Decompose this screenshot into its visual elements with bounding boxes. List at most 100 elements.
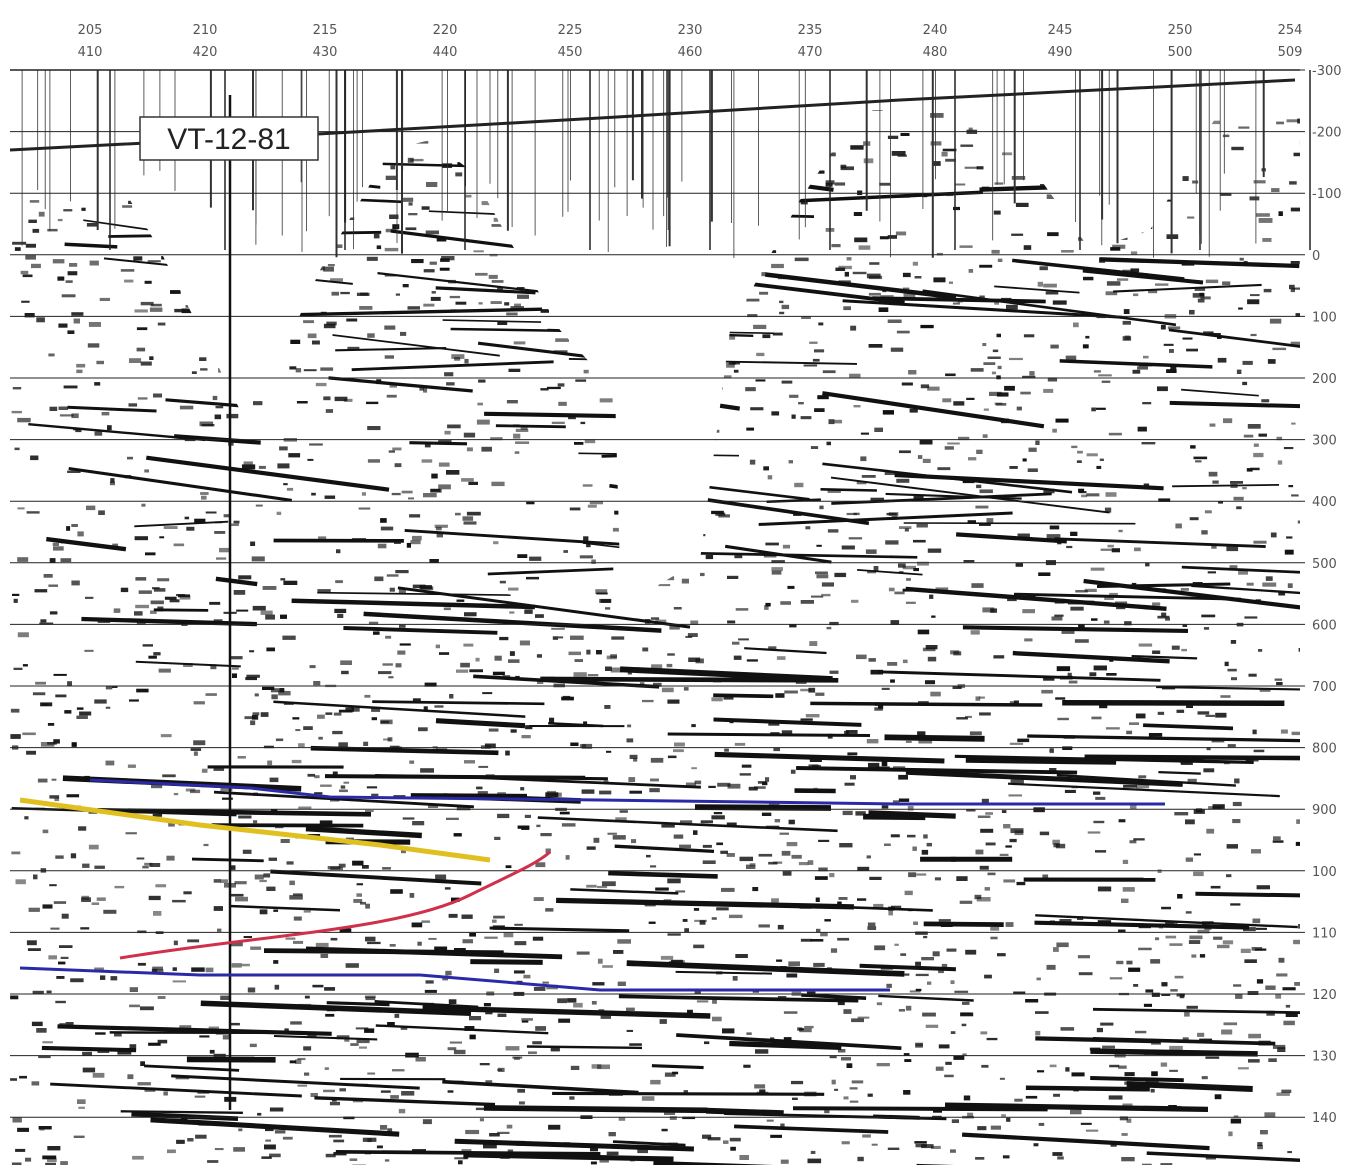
trace-dash [945, 1062, 952, 1065]
trace-dash [1248, 424, 1261, 429]
trace-dash [942, 152, 948, 157]
trace-dash [824, 919, 831, 921]
trace-dash [338, 742, 348, 747]
trace-dash [907, 835, 916, 838]
trace-dash [529, 557, 541, 561]
trace-dash [898, 564, 906, 568]
trace-dash [149, 356, 153, 360]
trace-dash [423, 1119, 432, 1124]
trace-dash [304, 369, 317, 371]
trace-dash [801, 416, 812, 419]
trace-dash [423, 388, 427, 393]
trace-dash [62, 914, 69, 919]
trace-dash [849, 374, 860, 378]
trace-dash [325, 712, 332, 715]
trace-dash [918, 630, 930, 635]
trace-dash [445, 971, 451, 976]
depth-label: 300 [1312, 434, 1337, 449]
trace-dash [683, 919, 688, 922]
trace-dash [1073, 323, 1079, 328]
trace-dash [438, 484, 451, 489]
trace-dash [993, 655, 1004, 658]
trace-dash [1189, 310, 1195, 315]
trace-dash [521, 827, 529, 830]
trace-dash [469, 669, 483, 672]
trace-dash [588, 674, 599, 676]
trace-dash [506, 313, 517, 316]
trace-dash [392, 1069, 405, 1071]
trace-dash [407, 543, 411, 548]
trace-dash [1037, 978, 1041, 981]
trace-dash [925, 680, 935, 684]
trace-dash [1161, 325, 1166, 330]
trace-dash [164, 526, 178, 529]
trace-dash [25, 255, 36, 260]
trace-dash [844, 1096, 849, 1099]
trace-dash [1009, 794, 1023, 796]
trace-dash [493, 541, 498, 544]
depth-label: 800 [1312, 742, 1337, 757]
trace-dash [420, 768, 434, 773]
trace-dash [214, 879, 221, 883]
reflector [264, 951, 504, 953]
trace-dash [517, 554, 527, 558]
trace-dash [1009, 466, 1017, 469]
trace-dash [1070, 532, 1077, 536]
trace-dash [476, 787, 482, 790]
trace-dash [329, 1135, 342, 1138]
trace-dash [81, 208, 85, 211]
trace-dash [1004, 386, 1015, 391]
trace-dash [1211, 886, 1221, 889]
trace-dash [446, 470, 459, 475]
trace-dash [413, 585, 426, 589]
trace-dash [975, 895, 982, 899]
trace-dash [17, 557, 28, 562]
trace-dash [1288, 485, 1293, 487]
trace-dash [939, 919, 951, 922]
trace-dash [514, 970, 525, 973]
trace-dash [478, 380, 485, 383]
trace-dash [1268, 1058, 1277, 1062]
trace-dash [1288, 583, 1293, 588]
trace-dash [799, 862, 809, 865]
trace-dash [1123, 785, 1137, 788]
trace-dash [558, 636, 563, 638]
trace-dash [915, 962, 921, 966]
trace-dash [965, 167, 979, 169]
trace-dash [1155, 937, 1159, 940]
trace-dash [385, 355, 394, 358]
trace-dash [700, 573, 705, 576]
trace-dash [399, 1109, 405, 1113]
trace-dash [1097, 1028, 1103, 1032]
trace-dash [781, 1160, 789, 1164]
reflector [470, 962, 542, 963]
trace-dash [303, 726, 313, 730]
trace-dash [449, 999, 457, 1004]
trace-dash [953, 401, 964, 405]
trace-dash [1061, 1027, 1075, 1031]
trace-dash [1264, 1112, 1275, 1117]
trace-dash [869, 877, 881, 880]
trace-dash [430, 489, 441, 493]
trace-dash [264, 1145, 276, 1150]
trace-dash [66, 526, 70, 531]
depth-label: 120 [1312, 988, 1337, 1003]
trace-dash [596, 650, 602, 654]
trace-dash [1236, 506, 1241, 509]
trace-dash [838, 1002, 845, 1005]
trace-dash [423, 493, 437, 497]
trace-dash [987, 518, 994, 523]
trace-dash [283, 581, 297, 585]
trace-dash [16, 879, 26, 884]
trace-dash [711, 697, 722, 701]
trace-dash [567, 998, 576, 1003]
trace-dash [853, 513, 859, 515]
trace-dash [346, 319, 357, 322]
trace-dash [1138, 775, 1146, 778]
trace-dash [1035, 1031, 1040, 1036]
depth-label: 200 [1312, 372, 1337, 387]
trace-dash [830, 1056, 837, 1058]
trace-dash [76, 716, 88, 719]
trace-dash [1152, 993, 1160, 997]
trace-dash [921, 957, 934, 960]
